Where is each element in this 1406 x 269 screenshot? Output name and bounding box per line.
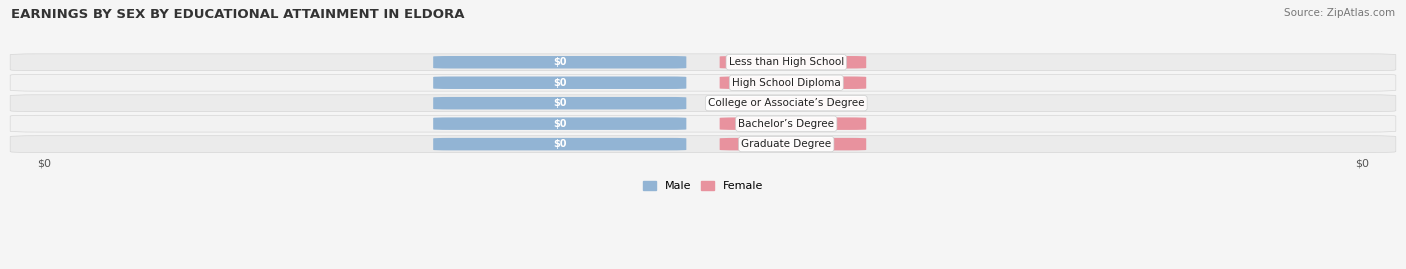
FancyBboxPatch shape <box>433 97 686 109</box>
FancyBboxPatch shape <box>433 76 686 89</box>
FancyBboxPatch shape <box>433 118 686 130</box>
Text: $0: $0 <box>1355 158 1369 168</box>
Text: Source: ZipAtlas.com: Source: ZipAtlas.com <box>1284 8 1395 18</box>
Text: $0: $0 <box>553 119 567 129</box>
Text: EARNINGS BY SEX BY EDUCATIONAL ATTAINMENT IN ELDORA: EARNINGS BY SEX BY EDUCATIONAL ATTAINMEN… <box>11 8 465 21</box>
Text: Bachelor’s Degree: Bachelor’s Degree <box>738 119 834 129</box>
Text: $0: $0 <box>553 57 567 67</box>
Text: College or Associate’s Degree: College or Associate’s Degree <box>709 98 865 108</box>
Text: High School Diploma: High School Diploma <box>733 78 841 88</box>
Text: $0: $0 <box>786 98 800 108</box>
Legend: Male, Female: Male, Female <box>638 176 768 196</box>
Text: $0: $0 <box>553 78 567 88</box>
Text: $0: $0 <box>37 158 51 168</box>
FancyBboxPatch shape <box>720 76 866 89</box>
FancyBboxPatch shape <box>720 56 866 69</box>
Text: $0: $0 <box>786 78 800 88</box>
Text: $0: $0 <box>786 119 800 129</box>
Text: $0: $0 <box>786 57 800 67</box>
Text: $0: $0 <box>553 98 567 108</box>
FancyBboxPatch shape <box>10 74 1396 91</box>
Text: Less than High School: Less than High School <box>728 57 844 67</box>
FancyBboxPatch shape <box>720 97 866 109</box>
FancyBboxPatch shape <box>10 136 1396 153</box>
FancyBboxPatch shape <box>10 54 1396 71</box>
FancyBboxPatch shape <box>433 138 686 150</box>
FancyBboxPatch shape <box>720 118 866 130</box>
FancyBboxPatch shape <box>10 95 1396 112</box>
FancyBboxPatch shape <box>720 138 866 150</box>
FancyBboxPatch shape <box>433 56 686 69</box>
Text: $0: $0 <box>786 139 800 149</box>
FancyBboxPatch shape <box>10 115 1396 132</box>
Text: $0: $0 <box>553 139 567 149</box>
Text: Graduate Degree: Graduate Degree <box>741 139 831 149</box>
